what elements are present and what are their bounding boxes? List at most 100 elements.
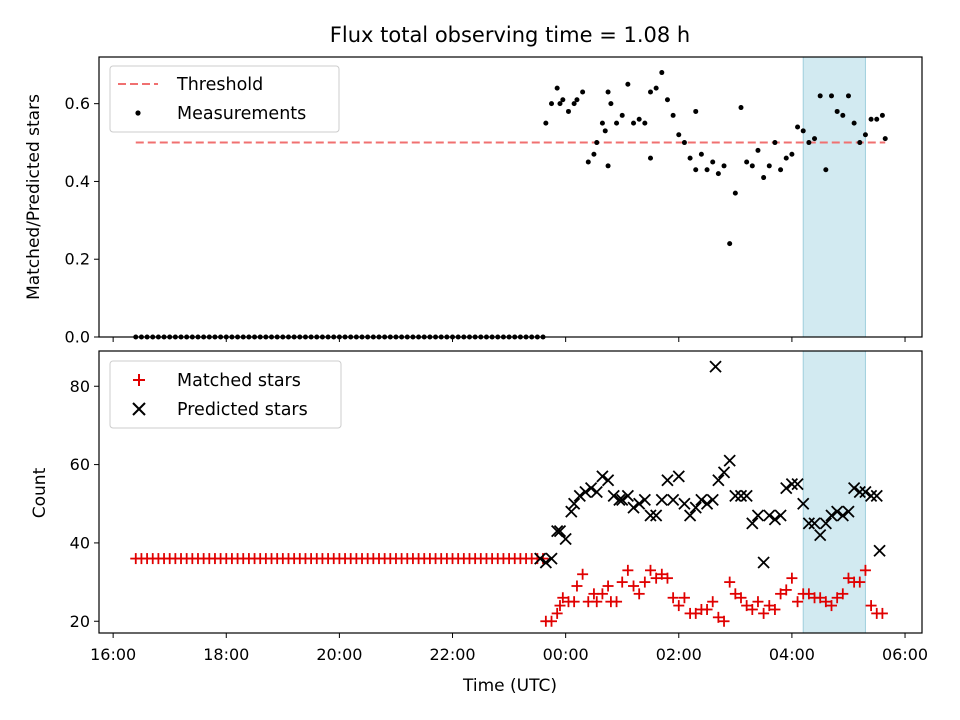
predicted-point [666, 493, 680, 506]
predicted-point [802, 517, 816, 530]
y-tick-label: 0.0 [65, 328, 90, 347]
measurement-point [744, 159, 750, 165]
measurement-point [710, 159, 716, 165]
y-tick-label: 0.6 [65, 94, 90, 113]
predicted-point [539, 556, 552, 569]
predicted-point [814, 528, 827, 542]
y-tick-label: 60 [70, 455, 90, 474]
predicted-point [757, 556, 770, 569]
predicted-point [683, 509, 697, 522]
matched-point [650, 572, 662, 584]
measurement-point [619, 112, 625, 118]
measurement-point [687, 155, 693, 161]
matched-point [616, 576, 628, 588]
predicted-point [808, 517, 821, 530]
x-tick-label: 06:00 [882, 645, 928, 664]
measurement-point [834, 108, 840, 114]
predicted-point [746, 517, 759, 530]
matched-point [678, 592, 690, 604]
matched-point [633, 588, 645, 600]
measurement-point [571, 101, 577, 107]
y-tick-label: 40 [70, 533, 90, 552]
matched-point [769, 604, 781, 615]
matched-point [741, 600, 753, 612]
matched-point [854, 576, 866, 588]
measurement-point [591, 151, 597, 157]
matched-point [746, 604, 758, 615]
matched-point [758, 607, 770, 619]
predicted-point [831, 505, 844, 518]
predicted-point [584, 481, 598, 495]
x-tick-label: 16:00 [90, 645, 136, 664]
matched-point [820, 596, 832, 608]
measurement-point [879, 112, 885, 118]
y-tick-label: 20 [70, 612, 90, 631]
measurement-point [647, 155, 653, 161]
matched-point [763, 600, 775, 612]
measurement-point [874, 116, 880, 122]
predicted-point [734, 489, 748, 503]
measurement-point [715, 171, 721, 177]
predicted-point [873, 544, 886, 557]
measurement-point [721, 163, 727, 169]
matched-point [644, 564, 656, 576]
predicted-point [590, 485, 603, 499]
measurement-point [766, 163, 772, 169]
matched-point [661, 572, 673, 584]
x-tick-label: 20:00 [316, 645, 362, 664]
predicted-point [579, 485, 592, 499]
measurement-point [543, 120, 549, 126]
matched-point [707, 596, 719, 608]
predicted-point [740, 489, 753, 503]
matched-point [831, 592, 843, 604]
count-panel-frame [98, 350, 923, 634]
observing-window-band [802, 56, 866, 338]
chart-title: Flux total observing time = 1.08 h [330, 23, 690, 47]
measurement-point [670, 112, 676, 118]
threshold-legend-label: Threshold [176, 75, 263, 95]
matched-point [729, 588, 741, 600]
x-axis-label: Time (UTC) [462, 676, 557, 696]
ratio-legend: Threshold Measurements [109, 65, 340, 133]
measurement-point [594, 140, 600, 146]
matched-point [577, 568, 589, 580]
predicted-point [706, 493, 719, 506]
measurement-point [605, 163, 611, 169]
measurement-point [636, 116, 642, 122]
measurement-point [599, 120, 605, 126]
predicted-point [774, 509, 787, 522]
matched-point [712, 611, 724, 623]
measurement-point [868, 116, 874, 122]
measurement-point [580, 89, 586, 95]
ratio-panel: 0.0 0.2 0.4 0.6 Matched/Predicted stars Thr… [24, 56, 923, 347]
measurement-point [749, 163, 755, 169]
measurement-point [681, 140, 687, 146]
series-0-points [130, 553, 888, 627]
measurement-point [761, 175, 767, 181]
measurement-point [693, 108, 699, 114]
predicted-point [763, 509, 776, 522]
measurement-point [828, 93, 834, 99]
matched-point [554, 600, 566, 612]
predicted-point [859, 485, 872, 499]
matched-point [825, 600, 837, 612]
measurement-point [549, 101, 555, 107]
matched-point [622, 564, 634, 576]
predicted-point [723, 454, 736, 467]
predicted-point [729, 489, 742, 503]
predicted-point [751, 509, 765, 522]
measurement-point [857, 140, 863, 146]
measurement-point [806, 140, 812, 146]
predicted-point [621, 489, 635, 503]
predicted-point [672, 470, 685, 483]
series-1-points [534, 360, 886, 569]
measurement-point [653, 85, 659, 91]
predicted-point [819, 517, 832, 530]
measurement-point [738, 105, 744, 111]
predicted-legend-label: Predicted stars [177, 400, 308, 420]
measurement-point [642, 120, 648, 126]
predicted-point [607, 489, 620, 503]
matched-point [628, 580, 640, 592]
matched-point [667, 592, 679, 604]
matched-point [546, 615, 558, 627]
